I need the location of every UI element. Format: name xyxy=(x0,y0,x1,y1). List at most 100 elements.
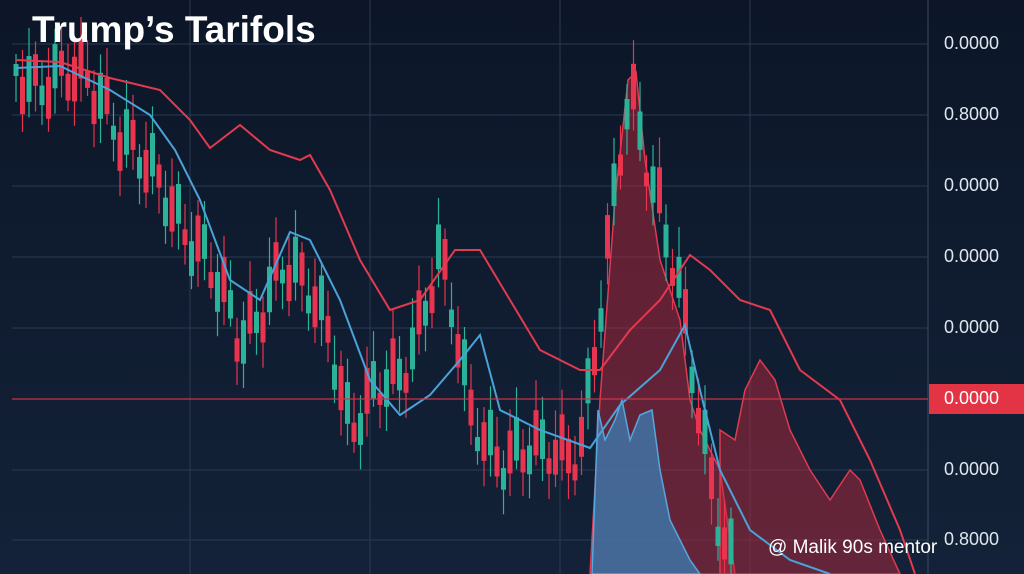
candle-body xyxy=(325,316,331,343)
candle-body xyxy=(598,308,604,332)
price-label: 0.0000 xyxy=(944,459,999,479)
red-area xyxy=(719,358,901,574)
grid xyxy=(12,0,929,574)
candle-body xyxy=(345,382,350,424)
candle-body xyxy=(384,369,389,407)
candle-body xyxy=(182,229,188,245)
price-label: 0.0000 xyxy=(944,33,999,53)
candle-body xyxy=(202,224,207,259)
candle-body xyxy=(39,85,45,106)
candle-body xyxy=(696,407,701,434)
candle-body xyxy=(475,437,480,452)
candle-body xyxy=(579,416,584,457)
candle-body xyxy=(566,438,571,474)
candle-body xyxy=(124,109,129,155)
candle-body xyxy=(104,77,110,115)
candle-body xyxy=(715,526,721,546)
price-label: 0.8000 xyxy=(944,104,999,124)
candle-body xyxy=(585,358,591,404)
candle-body xyxy=(143,149,149,193)
red-line xyxy=(15,59,916,574)
candle-body xyxy=(436,224,441,270)
candle-body xyxy=(371,361,376,399)
candle-body xyxy=(618,154,623,176)
price-label: 0.8000 xyxy=(944,529,999,549)
candle-body xyxy=(553,439,558,475)
candle-body xyxy=(20,76,25,115)
candle-body xyxy=(65,73,71,101)
candle-body xyxy=(624,99,630,130)
candle-body xyxy=(657,167,662,214)
candle-body xyxy=(72,56,77,102)
candle-body xyxy=(254,311,259,334)
candle-body xyxy=(241,320,246,364)
candle-body xyxy=(150,133,155,177)
price-label: 0.0000 xyxy=(944,317,999,337)
candle-body xyxy=(208,272,214,288)
candle-body xyxy=(358,413,363,445)
candle-body xyxy=(663,224,669,258)
candle-body xyxy=(520,449,526,473)
candle-body xyxy=(410,327,415,370)
candle-body xyxy=(130,119,136,150)
candle-body xyxy=(423,300,428,326)
candle-body xyxy=(449,309,454,328)
candle-body xyxy=(605,215,610,259)
candle-body xyxy=(13,64,19,76)
candle-body xyxy=(403,373,409,393)
candle-body xyxy=(46,76,51,119)
candle-body xyxy=(78,37,84,79)
blue-area xyxy=(591,397,701,574)
candle-body xyxy=(267,266,272,313)
price-axis: 0.0000 0.8000 0.0000 0.0000 0.0000 0.0000 0.80… xyxy=(944,33,999,549)
candle-body xyxy=(312,286,318,328)
candle-body xyxy=(670,267,675,286)
candle-body xyxy=(442,239,448,280)
candle-body xyxy=(650,166,656,203)
candle-body xyxy=(260,312,266,343)
candle-body xyxy=(91,90,97,125)
candle-body xyxy=(572,464,578,481)
candle-body xyxy=(540,419,545,460)
candle-body xyxy=(332,364,337,390)
candle-body xyxy=(319,275,324,321)
candle-body xyxy=(280,269,285,284)
candle-body xyxy=(722,527,727,560)
candle-body xyxy=(26,56,32,102)
title: Trump’s Tarifols xyxy=(32,9,316,50)
candle-body xyxy=(462,339,467,386)
candle-body xyxy=(137,157,142,179)
candle-body xyxy=(163,197,168,227)
candle-body xyxy=(33,54,38,86)
candle-body xyxy=(397,358,402,391)
candle-body xyxy=(293,236,298,283)
candle-body xyxy=(98,72,103,119)
candle-body xyxy=(234,338,240,362)
candle-body xyxy=(228,290,233,319)
candle-body xyxy=(247,290,253,334)
candle-body xyxy=(709,457,714,499)
candle-body xyxy=(111,125,116,140)
watermark: @ Malik 90s mentor xyxy=(768,537,938,558)
current-price-label: 0.0000 xyxy=(944,388,999,408)
candle-body xyxy=(416,290,422,335)
candle-body xyxy=(592,347,597,376)
candle-body xyxy=(429,286,435,314)
candle-body xyxy=(527,445,532,475)
candle-body xyxy=(514,417,519,461)
candle-body xyxy=(176,184,181,224)
candle-body xyxy=(299,252,305,286)
candle-body xyxy=(117,132,123,171)
candle-body xyxy=(546,458,552,474)
price-label: 0.0000 xyxy=(944,175,999,195)
candle-body xyxy=(631,63,636,110)
candle-body xyxy=(488,409,493,456)
candle-body xyxy=(611,163,617,206)
candle-body xyxy=(689,366,695,394)
candle-body xyxy=(637,111,643,150)
candle-body xyxy=(195,215,201,262)
candle-body xyxy=(683,289,688,334)
candle-body xyxy=(156,164,162,188)
